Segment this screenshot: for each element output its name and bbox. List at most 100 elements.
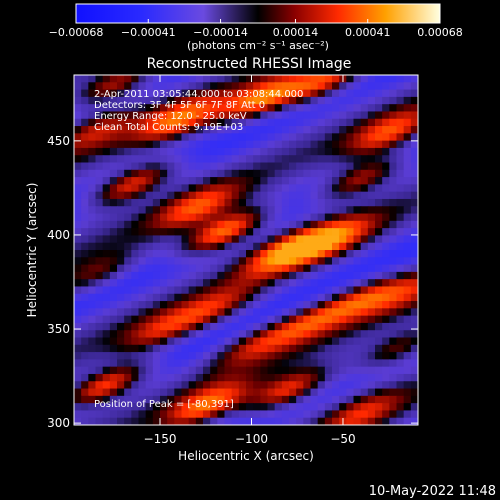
heatmap-cell [160, 140, 168, 149]
heatmap-cell [138, 206, 147, 215]
heatmap-cell [102, 82, 111, 91]
heatmap-cell [260, 96, 269, 105]
heatmap-cell [375, 250, 383, 258]
heatmap-cell [396, 257, 405, 266]
heatmap-cell [109, 133, 118, 142]
heatmap-cell [281, 104, 290, 113]
heatmap-cell [303, 403, 312, 412]
heatmap-cell [310, 89, 319, 98]
heatmap-cell [81, 213, 89, 222]
heatmap-cell [238, 293, 247, 302]
heatmap-cell [102, 359, 111, 368]
heatmap-cell [138, 410, 147, 419]
heatmap-cell [181, 82, 190, 91]
heatmap-cell [296, 352, 304, 360]
heatmap-cell [109, 111, 118, 120]
heatmap-cell [403, 381, 412, 390]
heatmap-cell [181, 315, 190, 324]
heatmap-cell [102, 235, 111, 244]
heatmap-cell [389, 322, 398, 331]
heatmap-cell [217, 155, 226, 164]
heatmap-cell [88, 155, 97, 164]
heatmap-cell [109, 140, 118, 149]
heatmap-cell [324, 395, 333, 404]
heatmap-cell [403, 337, 412, 346]
heatmap-cell [360, 257, 369, 266]
heatmap-cell [296, 301, 304, 309]
heatmap-cell [102, 133, 111, 142]
heatmap-cell [260, 286, 269, 295]
heatmap-cell [109, 359, 118, 368]
heatmap-cell [346, 286, 355, 295]
heatmap-cell [346, 169, 355, 178]
heatmap-cell [267, 395, 276, 404]
heatmap-cell [367, 133, 376, 142]
heatmap-cell [203, 213, 211, 222]
heatmap-cell [382, 75, 390, 83]
heatmap-cell [210, 308, 218, 317]
heatmap-cell [145, 337, 154, 346]
heatmap-cell [246, 118, 254, 127]
heatmap-cell [238, 330, 247, 339]
heatmap-cell [74, 344, 82, 353]
heatmap-cell [210, 344, 218, 353]
heatmap-cell [145, 140, 154, 149]
heatmap-cell [81, 388, 89, 397]
heatmap-cell [360, 373, 369, 382]
heatmap-cell [403, 264, 412, 273]
heatmap-cell [210, 104, 218, 113]
heatmap-cell [167, 89, 175, 98]
heatmap-cell [260, 220, 269, 229]
heatmap-cell [95, 250, 104, 258]
heatmap-cell [267, 337, 276, 346]
heatmap-cell [360, 96, 369, 105]
heatmap-cell [102, 89, 111, 98]
heatmap-cell [231, 75, 240, 83]
heatmap-cell [81, 96, 89, 105]
heatmap-cell [188, 293, 197, 302]
heatmap-cell [410, 104, 418, 113]
heatmap-cell [353, 96, 362, 105]
heatmap-cell [231, 96, 240, 105]
heatmap-cell [353, 337, 362, 346]
heatmap-cell [410, 264, 418, 273]
heatmap-cell [238, 359, 247, 368]
heatmap-cell [339, 228, 347, 237]
heatmap-cell [81, 111, 89, 120]
heatmap-cell [267, 330, 276, 339]
heatmap-cell [267, 96, 276, 105]
heatmap-cell [360, 388, 369, 397]
heatmap-cell [360, 228, 369, 237]
heatmap-cell [81, 315, 89, 324]
heatmap-cell [210, 118, 218, 127]
heatmap-cell [138, 118, 147, 127]
heatmap-cell [317, 89, 326, 98]
heatmap-cell [81, 271, 89, 280]
heatmap-cell [167, 271, 175, 280]
heatmap-cell [188, 140, 197, 149]
heatmap-cell [174, 126, 183, 134]
heatmap-cell [339, 162, 347, 171]
heatmap-cell [145, 177, 154, 185]
heatmap-cell [138, 250, 147, 258]
heatmap-cell [410, 279, 418, 288]
heatmap-cell [303, 257, 312, 266]
heatmap-cell [81, 257, 89, 266]
heatmap-cell [174, 242, 183, 251]
heatmap-cell [296, 308, 304, 317]
heatmap-cell [224, 410, 233, 419]
heatmap-cell [124, 96, 132, 105]
heatmap-cell [303, 235, 312, 244]
heatmap-cell [346, 271, 355, 280]
heatmap-cell [332, 322, 340, 331]
heatmap-cell [382, 308, 390, 317]
heatmap-cell [317, 388, 326, 397]
heatmap-cell [81, 308, 89, 317]
heatmap-cell [167, 96, 175, 105]
heatmap-cell [375, 410, 383, 419]
heatmap-cell [310, 344, 319, 353]
heatmap-cell [324, 89, 333, 98]
heatmap-cell [231, 104, 240, 113]
heatmap-cell [152, 198, 161, 207]
heatmap-cell [203, 111, 211, 120]
